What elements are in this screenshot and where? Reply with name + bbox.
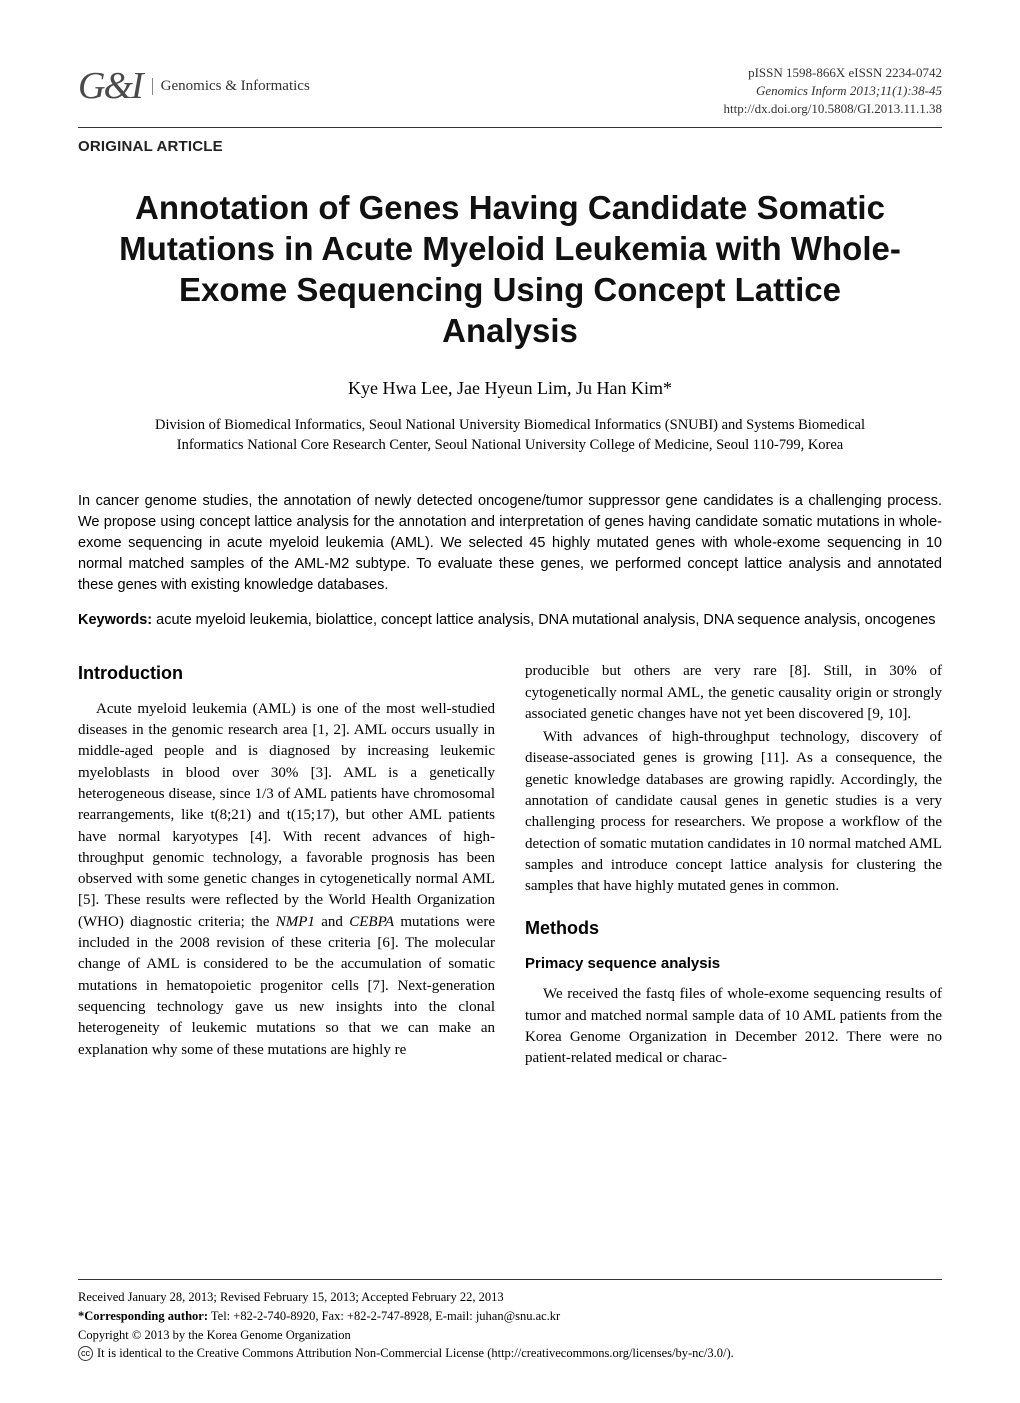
corresponding-author: *Corresponding author: Tel: +82-2-740-89… xyxy=(78,1307,942,1326)
gene-cebpa: CEBPA xyxy=(349,914,394,930)
corresponding-author-label: *Corresponding author: xyxy=(78,1309,208,1323)
intro-p1-b: and xyxy=(315,914,349,930)
gene-nmp1: NMP1 xyxy=(276,914,315,930)
journal-header: G&I Genomics & Informatics pISSN 1598-86… xyxy=(78,64,942,128)
corresponding-author-text: Tel: +82-2-740-8920, Fax: +82-2-747-8928… xyxy=(208,1309,560,1323)
intro-paragraph-1: Acute myeloid leukemia (AML) is one of t… xyxy=(78,699,495,1061)
cc-icon: cc xyxy=(78,1346,93,1361)
logo-mark: G&I xyxy=(78,64,142,108)
issn-line: pISSN 1598-866X eISSN 2234-0742 xyxy=(724,64,942,82)
doi-line: http://dx.doi.org/10.5808/GI.2013.11.1.3… xyxy=(724,100,942,118)
section-heading-methods: Methods xyxy=(525,916,942,942)
received-dates: Received January 28, 2013; Revised Febru… xyxy=(78,1288,942,1307)
license-text: It is identical to the Creative Commons … xyxy=(97,1344,734,1363)
keywords-label: Keywords: xyxy=(78,612,152,628)
intro-paragraph-2: With advances of high-throughput technol… xyxy=(525,727,942,897)
copyright-line: Copyright © 2013 by the Korea Genome Org… xyxy=(78,1326,942,1345)
intro-paragraph-1-cont: producible but others are very rare [8].… xyxy=(525,661,942,725)
abstract: In cancer genome studies, the annotation… xyxy=(78,491,942,596)
intro-p1-a: Acute myeloid leukemia (AML) is one of t… xyxy=(78,701,495,930)
column-left: Introduction Acute myeloid leukemia (AML… xyxy=(78,661,495,1071)
article-footer: Received January 28, 2013; Revised Febru… xyxy=(78,1279,942,1363)
subsection-heading-primacy: Primacy sequence analysis xyxy=(525,953,942,974)
intro-p1-c: mutations were included in the 2008 revi… xyxy=(78,914,495,1058)
article-type-label: ORIGINAL ARTICLE xyxy=(78,138,942,155)
section-heading-introduction: Introduction xyxy=(78,661,495,687)
keywords: Keywords: acute myeloid leukemia, biolat… xyxy=(78,610,942,631)
journal-logo: G&I Genomics & Informatics xyxy=(78,64,310,108)
body-columns: Introduction Acute myeloid leukemia (AML… xyxy=(78,661,942,1071)
methods-paragraph-1: We received the fastq files of whole-exo… xyxy=(525,984,942,1069)
journal-meta: pISSN 1598-866X eISSN 2234-0742 Genomics… xyxy=(724,64,942,119)
logo-text: Genomics & Informatics xyxy=(152,78,310,95)
citation-line: Genomics Inform 2013;11(1):38-45 xyxy=(724,82,942,100)
affiliation: Division of Biomedical Informatics, Seou… xyxy=(128,415,892,456)
license-line: cc It is identical to the Creative Commo… xyxy=(78,1344,942,1363)
article-title: Annotation of Genes Having Candidate Som… xyxy=(108,187,912,352)
author-list: Kye Hwa Lee, Jae Hyeun Lim, Ju Han Kim* xyxy=(78,378,942,399)
keywords-text: acute myeloid leukemia, biolattice, conc… xyxy=(152,612,935,628)
column-right: producible but others are very rare [8].… xyxy=(525,661,942,1071)
